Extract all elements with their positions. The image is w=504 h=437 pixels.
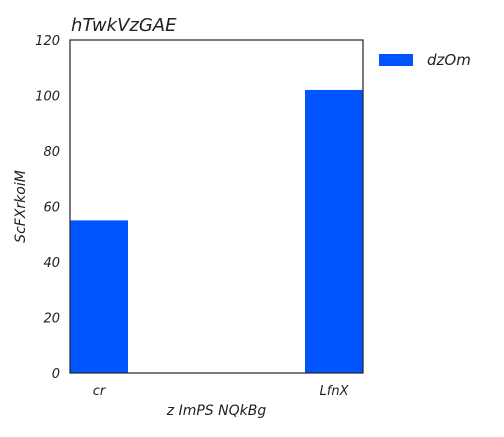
x-ticks-group: cr LfnX [93,384,350,399]
y-tick-label: 60 [43,201,60,216]
y-tick-label: 120 [35,34,60,49]
x-tick-label: cr [93,384,107,399]
bar-cr [70,220,128,373]
bars-group [70,89,363,373]
x-tick-label: LfnX [320,384,350,399]
legend-label: dzOm [427,51,471,69]
y-tick-label: 80 [43,145,60,160]
x-axis-label: z ImPS NQkBg [166,403,267,419]
y-tick-label: 100 [35,90,60,105]
chart-title: hTwkVzGAE [71,15,177,36]
legend-swatch [379,54,413,66]
y-ticks-group: 0 20 40 60 80 100 120 [35,34,60,382]
plot-frame [69,39,364,374]
legend: dzOm [379,51,471,69]
bar-LfnX [305,89,363,373]
y-tick-label: 20 [43,312,60,327]
y-tick-label: 40 [43,256,60,271]
y-axis-label: ScFXrkoiM [13,170,29,243]
y-tick-label: 0 [52,367,60,382]
